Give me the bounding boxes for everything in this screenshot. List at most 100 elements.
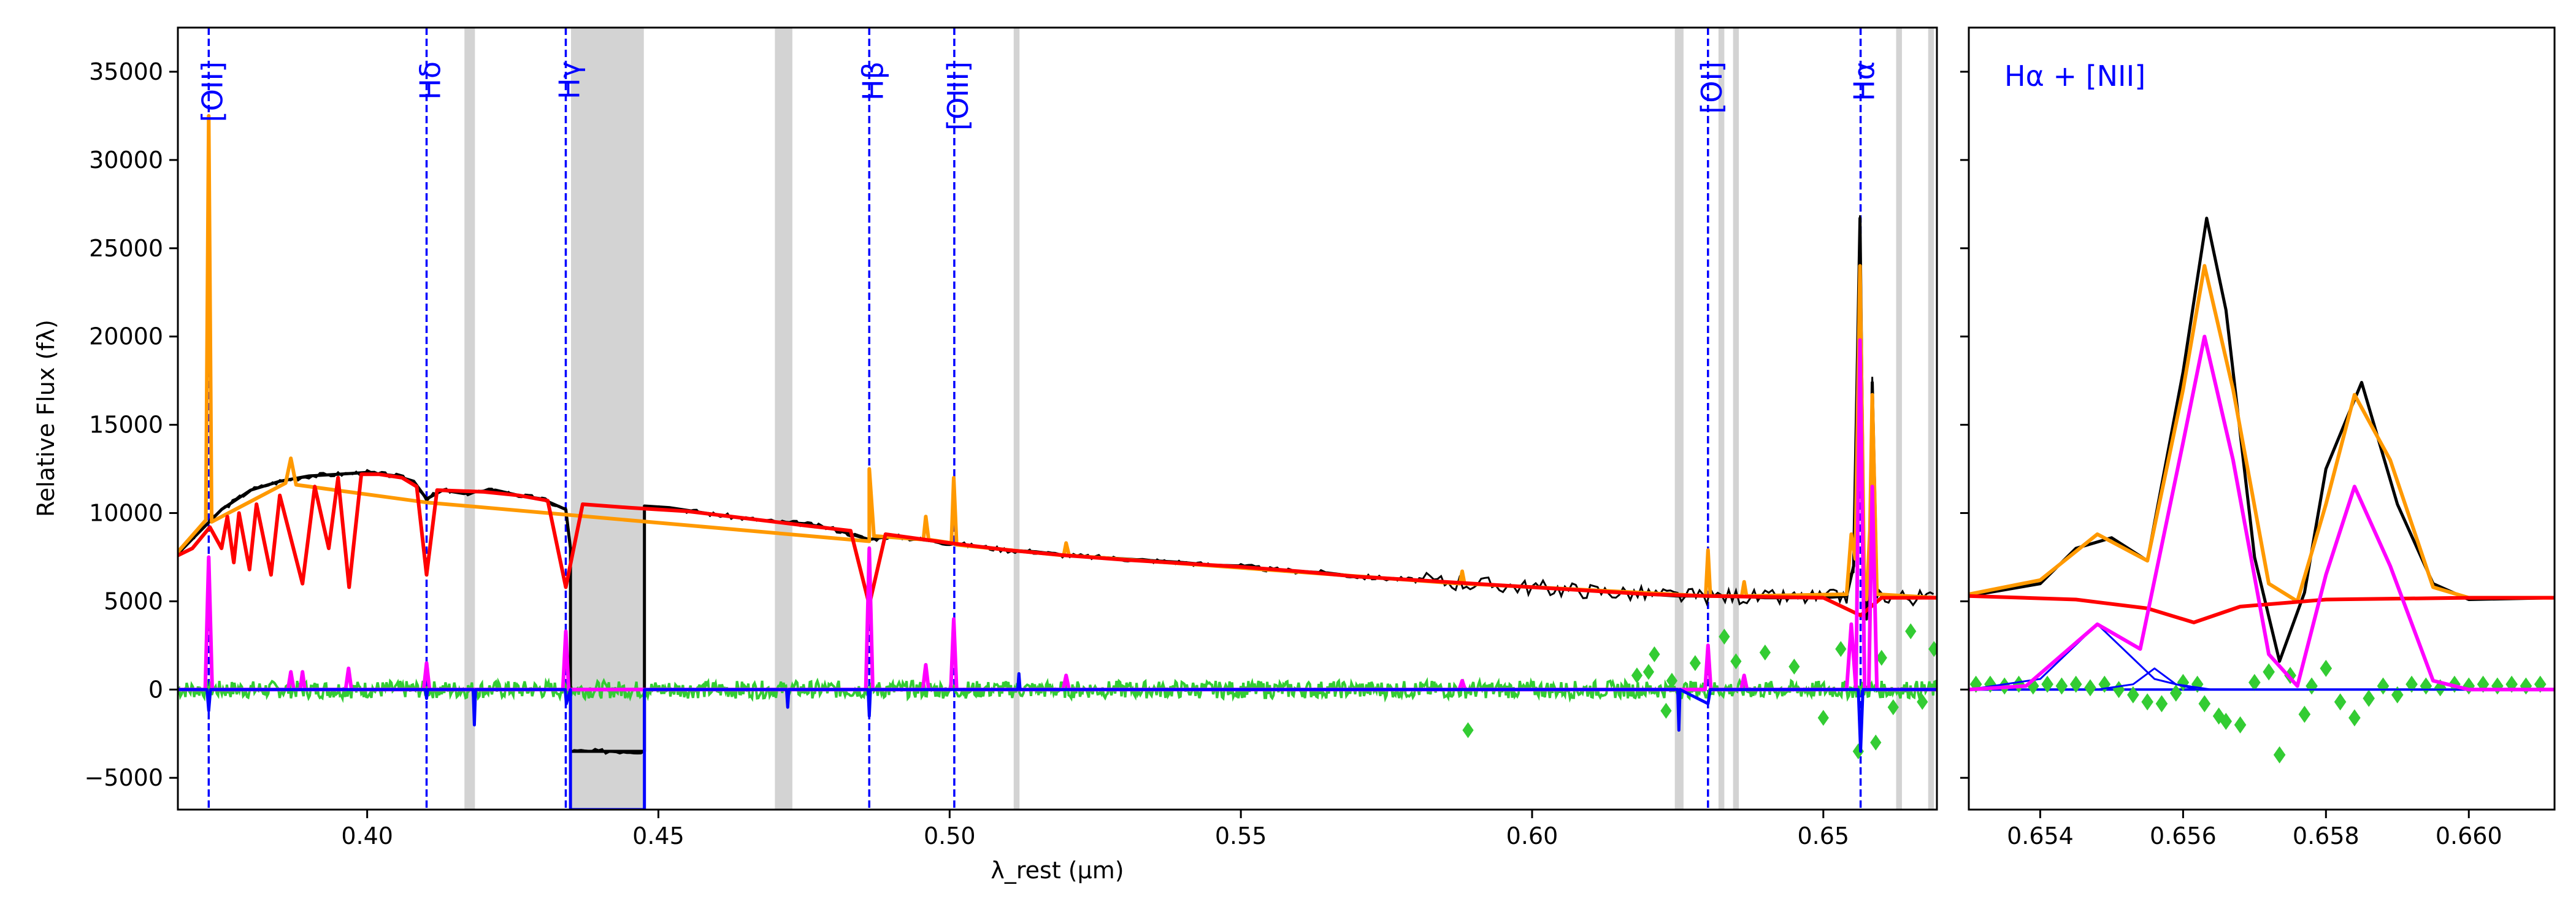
residual-point [2234,716,2247,734]
residual-point [2491,677,2504,695]
residual-point [2169,684,2182,702]
full-spectrum-panel: [OII] Hδ Hγ Hβ [OIII] [OI] Hα 0.40 0.45 0.50 0.55… [33,26,1938,884]
masked-region [571,28,644,810]
halpha-zoom-panel: 0.654 0.656 0.658 0.660 Hα + [NII] [1960,26,2556,849]
y-tick-label: 15000 [89,412,163,439]
zoom-y-axis-ticks [1960,71,1969,779]
residual-point [2306,677,2318,695]
line-marker-label: Hγ [553,61,586,99]
line-marker-label: [OIII] [941,61,975,131]
residual-point [1666,672,1678,689]
residual-point [2127,686,2139,703]
x-tick-label: 0.40 [341,822,393,849]
masked-region [1013,28,1020,810]
residual-point [2069,675,2082,693]
residual-point [2027,677,2039,695]
residual-point [1660,702,1672,719]
residual-point [2334,693,2347,711]
observed-series [178,215,1937,755]
x-axis-ticks: 0.40 0.45 0.50 0.55 0.60 0.65 [341,810,1849,849]
residual-point [2363,689,2375,707]
line-marker-label: [OII] [196,61,229,122]
residual-point [1689,655,1701,672]
continuum-model-series [178,472,1937,618]
x-axis-label: λ_rest (μm) [991,857,1124,884]
y-tick-label: 25000 [89,235,163,262]
absorption-components-series [178,672,1937,810]
residual-point [1876,650,1887,666]
x-tick-label: 0.654 [2007,822,2074,849]
observed-line [1969,217,2555,663]
residual-point [1788,658,1800,675]
residual-point [2520,677,2532,695]
y-tick-label: 0 [148,676,163,703]
masked-region [1733,28,1739,810]
masked-region [1928,28,1934,810]
residual-point [2298,705,2311,723]
residual-point [1928,641,1937,657]
residual-point [2220,713,2233,730]
plot-frame [177,26,1938,811]
y-axis-ticks: −5000 0 5000 10000 15000 20000 25000 30000 35000 [84,58,178,791]
continuum-model-line [1969,594,2555,624]
total-model-line [178,113,1937,602]
residual-point [2391,686,2404,703]
residual-point [2084,679,2096,697]
masked-region [1674,28,1684,810]
masked-region [464,28,475,810]
y-tick-label: 10000 [89,499,163,526]
component-narrow-2-line [2097,667,2212,691]
residual-point [1719,628,1730,645]
residual-point [1631,667,1643,684]
residual-point [2012,675,2025,693]
plot-frame-zoom [1968,26,2556,811]
line-marker-label: [OI] [1695,61,1728,114]
residual-point [2055,677,2068,695]
continuum-model-line [178,472,1937,618]
masked-region [775,28,792,810]
emission-lines-line [178,338,1937,692]
residual-point [2405,675,2418,693]
x-tick-label: 0.65 [1798,822,1850,849]
residual-point [1835,641,1847,657]
residual-point [2155,695,2168,713]
observed-noise [178,215,1934,755]
residual-point [1887,699,1899,716]
absorption-components-line [178,672,1937,810]
zoom-x-axis-ticks: 0.654 0.656 0.658 0.660 [2007,810,2502,849]
residual-point [2141,693,2153,711]
residual-point [1649,646,1660,662]
x-tick-label: 0.656 [2150,822,2217,849]
line-markers [207,28,1862,810]
spectrum-series [178,113,1937,810]
residual-point [1759,644,1771,661]
y-tick-label: 30000 [89,147,163,174]
component-narrow-line [1969,623,2555,691]
residual-point [1870,734,1882,751]
emission-lines-line [1969,334,2555,692]
residual-point [1917,694,1928,710]
residual-point [1817,710,1829,726]
residual-point [2112,681,2125,699]
emission-lines-series [178,338,1937,692]
x-tick-label: 0.45 [632,822,684,849]
halpha-nii-annotation: Hα + [NII] [2004,59,2145,93]
residual-point [1643,664,1655,680]
residual-point [1730,653,1742,670]
zoom-series [1969,217,2555,764]
masked-regions [464,28,1934,810]
observed-line [178,217,1937,753]
residual-point [2320,659,2333,677]
residual-point [2041,675,2053,693]
residual-point [2248,673,2261,691]
residual-point [2177,673,2190,691]
total-model-series [178,113,1937,602]
residual-point [2377,677,2390,695]
residual-point [2420,677,2432,695]
masked-region [1896,28,1903,810]
masked-region [1718,28,1725,810]
residual-point [2198,695,2211,713]
x-tick-label: 0.50 [924,822,976,849]
residual-point [2273,746,2286,764]
line-marker-label: Hδ [414,61,447,100]
